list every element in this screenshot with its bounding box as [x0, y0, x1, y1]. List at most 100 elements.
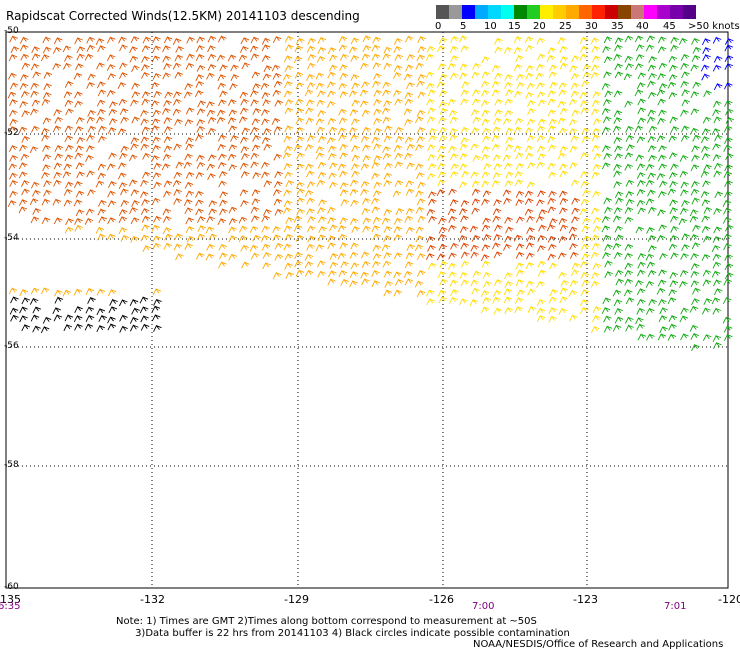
wind-barb: [406, 243, 416, 251]
wind-barb: [492, 172, 502, 180]
wind-barb: [624, 55, 634, 63]
wind-barb: [723, 278, 732, 286]
wind-barb: [428, 163, 437, 171]
wind-barb: [327, 81, 336, 89]
wind-barb: [670, 163, 679, 171]
wind-barb: [216, 109, 226, 117]
wind-barb: [593, 216, 602, 224]
wind-barb: [19, 306, 28, 314]
wind-barb: [692, 46, 702, 54]
wind-barb: [141, 91, 151, 99]
wind-barb: [450, 153, 459, 161]
wind-barb: [670, 36, 679, 44]
wind-barb: [645, 44, 655, 52]
wind-barb: [505, 144, 514, 152]
wind-barb: [414, 280, 424, 288]
wind-barb: [216, 54, 226, 62]
wind-barb: [546, 224, 556, 232]
wind-barb: [97, 89, 107, 97]
wind-barb: [670, 215, 679, 223]
wind-barb: [436, 189, 446, 197]
wind-barb: [131, 307, 140, 315]
wind-barb: [98, 216, 107, 224]
wind-barb: [350, 73, 360, 82]
wind-barb: [436, 253, 446, 261]
wind-barb: [98, 314, 107, 322]
wind-barb: [394, 161, 404, 169]
wind-barb: [42, 144, 51, 152]
wind-barb: [163, 136, 173, 144]
wind-barb: [592, 262, 602, 270]
wind-barb: [19, 144, 28, 152]
wind-barb: [9, 98, 18, 106]
wind-barb: [294, 260, 303, 268]
wind-barb: [362, 197, 371, 205]
wind-barb: [426, 235, 435, 243]
wind-barb: [153, 298, 162, 306]
wind-barb: [689, 305, 699, 313]
wind-barb: [426, 289, 435, 297]
x-tick-label: -123: [573, 593, 598, 606]
wind-barb: [524, 190, 534, 198]
wind-barb: [614, 71, 624, 79]
wind-barb: [492, 126, 501, 134]
wind-barb: [625, 198, 635, 206]
wind-barb: [74, 37, 83, 45]
wind-barb: [183, 198, 193, 207]
wind-barb: [569, 251, 579, 259]
wind-barb: [307, 215, 316, 224]
wind-barb: [285, 179, 294, 188]
wind-barb: [318, 215, 327, 223]
wind-barb: [702, 307, 711, 315]
wind-barb: [536, 314, 546, 323]
wind-barb: [53, 37, 63, 45]
wind-barb: [219, 252, 228, 260]
wind-barb: [438, 116, 447, 124]
wind-barb: [8, 163, 18, 171]
wind-barb: [151, 55, 161, 63]
wind-barb: [29, 198, 39, 206]
wind-barb: [657, 333, 667, 341]
wind-barb: [174, 118, 183, 126]
wind-barb: [395, 135, 404, 143]
wind-barb: [536, 298, 546, 306]
wind-barb: [372, 36, 381, 44]
wind-barb: [338, 44, 348, 52]
wind-barb: [427, 107, 436, 115]
wind-barb: [624, 206, 634, 214]
wind-barb: [218, 134, 227, 142]
wind-barb: [141, 98, 151, 106]
wind-barb: [635, 154, 645, 162]
y-tick-label: -52: [4, 128, 19, 138]
wind-barb: [262, 251, 272, 259]
wind-barb: [96, 99, 106, 107]
wind-barb: [624, 252, 633, 260]
wind-barb: [338, 35, 348, 43]
wind-barb: [240, 199, 249, 207]
wind-barb: [613, 180, 622, 189]
wind-barb: [141, 64, 150, 72]
wind-barb: [295, 107, 305, 115]
wind-barb: [263, 208, 272, 216]
wind-barb: [536, 307, 546, 315]
wind-barb: [306, 197, 315, 205]
wind-barb: [548, 71, 558, 79]
wind-barb: [502, 154, 512, 162]
wind-barb: [503, 296, 513, 304]
wind-barb: [240, 98, 249, 106]
wind-barb: [284, 262, 293, 270]
wind-barb: [274, 242, 284, 250]
wind-barb: [96, 288, 106, 296]
wind-barb: [637, 207, 647, 215]
wind-barb: [52, 46, 62, 54]
wind-barb: [659, 326, 668, 334]
wind-barb: [206, 215, 215, 223]
wind-barb: [74, 305, 83, 314]
wind-barb: [218, 180, 227, 188]
wind-barb: [712, 109, 721, 117]
wind-barb: [458, 298, 468, 306]
wind-barb: [85, 306, 95, 314]
wind-barb: [602, 297, 611, 305]
wind-barb: [372, 62, 382, 70]
wind-barb: [516, 81, 525, 89]
